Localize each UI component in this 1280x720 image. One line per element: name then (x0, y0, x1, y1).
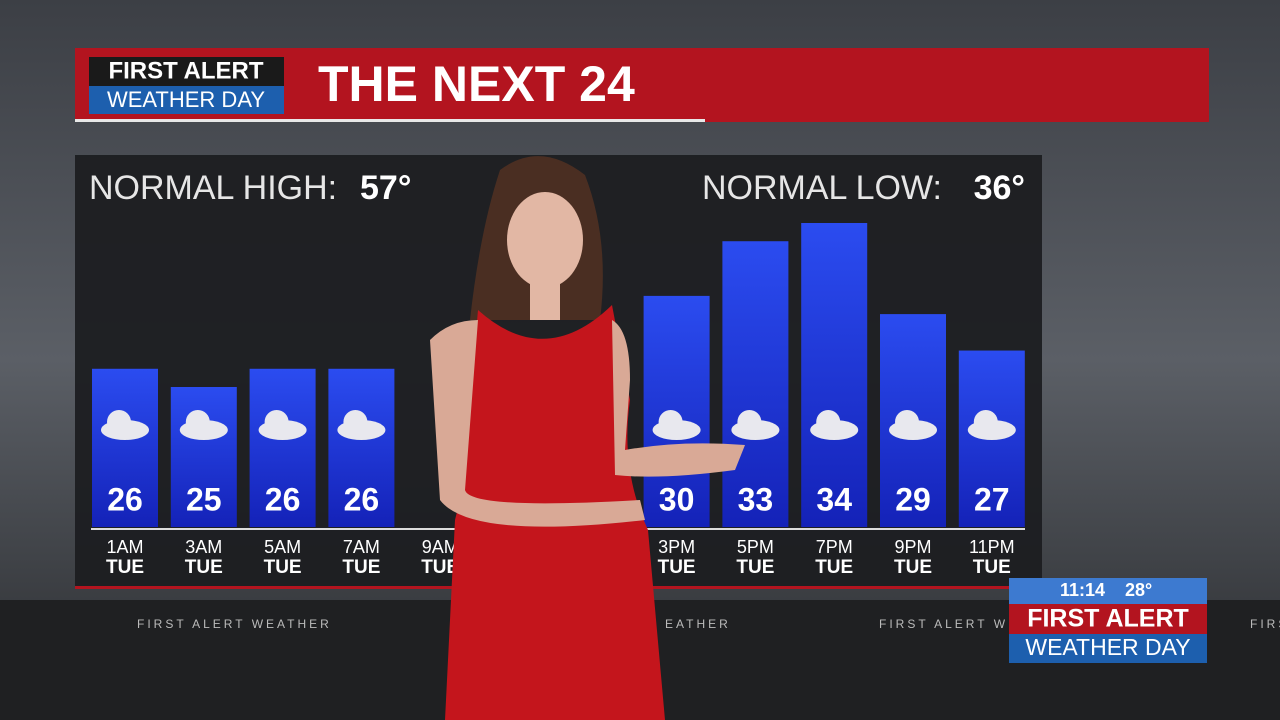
chart-title: THE NEXT 24 (318, 56, 635, 112)
ticker: FIRST ALERT WEATHER EATHER FIRST ALERT W FI… (137, 617, 1280, 631)
x-tick-day: TUE (106, 557, 144, 578)
bar-value: 29 (895, 481, 931, 517)
normal-low-value: 36° (974, 169, 1025, 207)
cloud (816, 410, 841, 434)
bar-value: 26 (107, 481, 143, 517)
bug-temperature: 28° (1125, 580, 1152, 600)
x-tick-day: TUE (736, 557, 774, 578)
x-tick-label: 5AM (264, 537, 301, 557)
x-tick-label: 3AM (185, 537, 222, 557)
weather-icon (889, 410, 937, 440)
brand-top: FIRST ALERT (108, 57, 263, 84)
bar-value: 26 (344, 481, 380, 517)
ticker-text: FIRST ALERT WEATHER (137, 617, 332, 631)
cloud (264, 410, 289, 434)
header-rule (75, 119, 705, 122)
cloud (895, 410, 919, 434)
normal-low-label: NORMAL LOW: (702, 169, 942, 207)
normal-high-label: NORMAL HIGH: (89, 169, 337, 207)
x-tick-label: 7PM (816, 537, 853, 557)
bug-brand-top: FIRST ALERT (1027, 605, 1189, 633)
weather-icon (967, 410, 1016, 440)
bug-time-box (1009, 578, 1207, 604)
brand-top-box (89, 57, 284, 86)
weather-icon (652, 410, 701, 440)
x-tick-day: TUE (421, 557, 459, 578)
x-tick-day: TUE (185, 557, 223, 578)
cloud (658, 410, 683, 434)
bar (92, 368, 158, 527)
cloud (185, 410, 210, 434)
x-tick-day: TUE (342, 557, 380, 578)
weather-icon (337, 410, 386, 440)
bug-bottom-box (1009, 634, 1207, 663)
weather-icon (179, 410, 228, 440)
bar-value: 27 (974, 481, 1010, 517)
x-tick-label: 9AM (422, 537, 459, 557)
cloud (973, 410, 998, 434)
x-tick-label: 5PM (737, 537, 774, 557)
ticker-text: FIRST ALERT W (879, 617, 1008, 631)
ticker-text: EATHER (665, 617, 731, 631)
weather-icon (731, 410, 780, 440)
bar (249, 368, 316, 527)
brand-bottom: WEATHER DAY (107, 87, 265, 112)
x-tick-day: TUE (973, 557, 1011, 578)
bar-value: 25 (186, 481, 222, 517)
bar (801, 223, 868, 527)
bar (643, 295, 710, 527)
cloud (343, 410, 368, 434)
cloud (737, 410, 762, 434)
bar (328, 368, 395, 527)
x-tick-label: 3PM (658, 537, 695, 557)
x-tick-label: 11PM (969, 537, 1015, 557)
bar-value: 26 (265, 481, 301, 517)
bar-value: 33 (738, 481, 774, 517)
brand-bottom-box (89, 86, 284, 114)
bar (722, 241, 789, 527)
x-tick-day: TUE (815, 557, 853, 578)
bar (170, 387, 237, 527)
ticker-text: FIRS (1250, 617, 1280, 631)
bar-value: 34 (816, 481, 852, 517)
presenter (430, 156, 745, 720)
x-tick-label: 1AM (106, 537, 143, 557)
x-tick-label: 7AM (343, 537, 380, 557)
bars: 1AMTUE263AMTUE255AMTUE267AMTUE269AMTUE3P… (92, 223, 1025, 578)
bug-top-box (1009, 604, 1207, 634)
normal-high-value: 57° (360, 169, 411, 207)
x-tick-label: 9PM (894, 537, 931, 557)
bug-brand-bottom: WEATHER DAY (1025, 634, 1190, 660)
weather-icon (258, 410, 307, 440)
bar-value: 30 (659, 481, 695, 517)
weather-icon (101, 410, 149, 440)
x-tick-day: TUE (658, 557, 696, 578)
weather-icon (810, 410, 859, 440)
bug-time: 11:14 (1060, 580, 1105, 600)
x-tick-day: TUE (264, 557, 302, 578)
cloud (107, 410, 131, 434)
x-tick-day: TUE (894, 557, 932, 578)
